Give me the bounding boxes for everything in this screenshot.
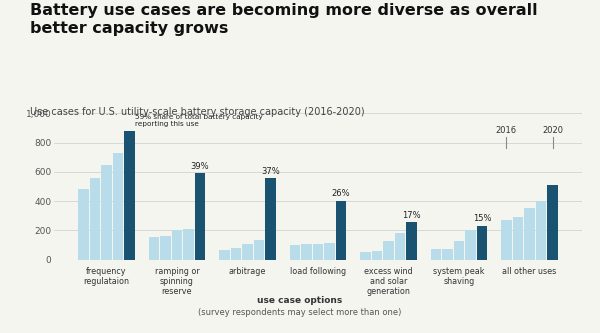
Text: Use cases for U.S. utility-scale battery storage capacity (2016-2020): Use cases for U.S. utility-scale battery… (30, 107, 365, 117)
Bar (477, 226, 487, 260)
Bar (501, 220, 512, 260)
Text: 39%: 39% (191, 162, 209, 170)
Bar (78, 189, 89, 260)
Bar (242, 244, 253, 260)
Bar (383, 241, 394, 260)
Bar (360, 252, 371, 260)
Text: 17%: 17% (403, 211, 421, 220)
Bar (195, 173, 205, 260)
Bar (219, 250, 230, 260)
Bar (230, 248, 241, 260)
Bar (301, 244, 312, 260)
Text: 26%: 26% (332, 189, 350, 198)
Text: use case options: use case options (257, 296, 343, 305)
Bar (265, 178, 276, 260)
Text: (survey respondents may select more than one): (survey respondents may select more than… (199, 308, 401, 317)
Bar (313, 244, 323, 260)
Bar (254, 240, 265, 260)
Text: 15%: 15% (473, 214, 491, 223)
Bar (160, 236, 171, 260)
Bar (442, 249, 453, 260)
Bar (536, 201, 547, 260)
Bar (149, 237, 159, 260)
Bar (89, 178, 100, 260)
Text: Battery use cases are becoming more diverse as overall
better capacity grows: Battery use cases are becoming more dive… (30, 3, 538, 36)
Text: 2016: 2016 (496, 126, 517, 135)
Bar (395, 233, 406, 260)
Bar (124, 131, 135, 260)
Bar (113, 153, 124, 260)
Bar (101, 165, 112, 260)
Bar (336, 201, 346, 260)
Bar (454, 241, 464, 260)
Text: 59% share of total battery capacity
reporting this use: 59% share of total battery capacity repo… (135, 114, 263, 127)
Bar (324, 243, 335, 260)
Bar (172, 230, 182, 260)
Bar (183, 229, 194, 260)
Bar (512, 217, 523, 260)
Bar (431, 249, 441, 260)
Bar (524, 208, 535, 260)
Text: 2020: 2020 (542, 126, 563, 135)
Bar (290, 245, 300, 260)
Bar (465, 230, 476, 260)
Bar (547, 185, 558, 260)
Bar (371, 251, 382, 260)
Text: 37%: 37% (261, 167, 280, 176)
Bar (406, 222, 417, 260)
